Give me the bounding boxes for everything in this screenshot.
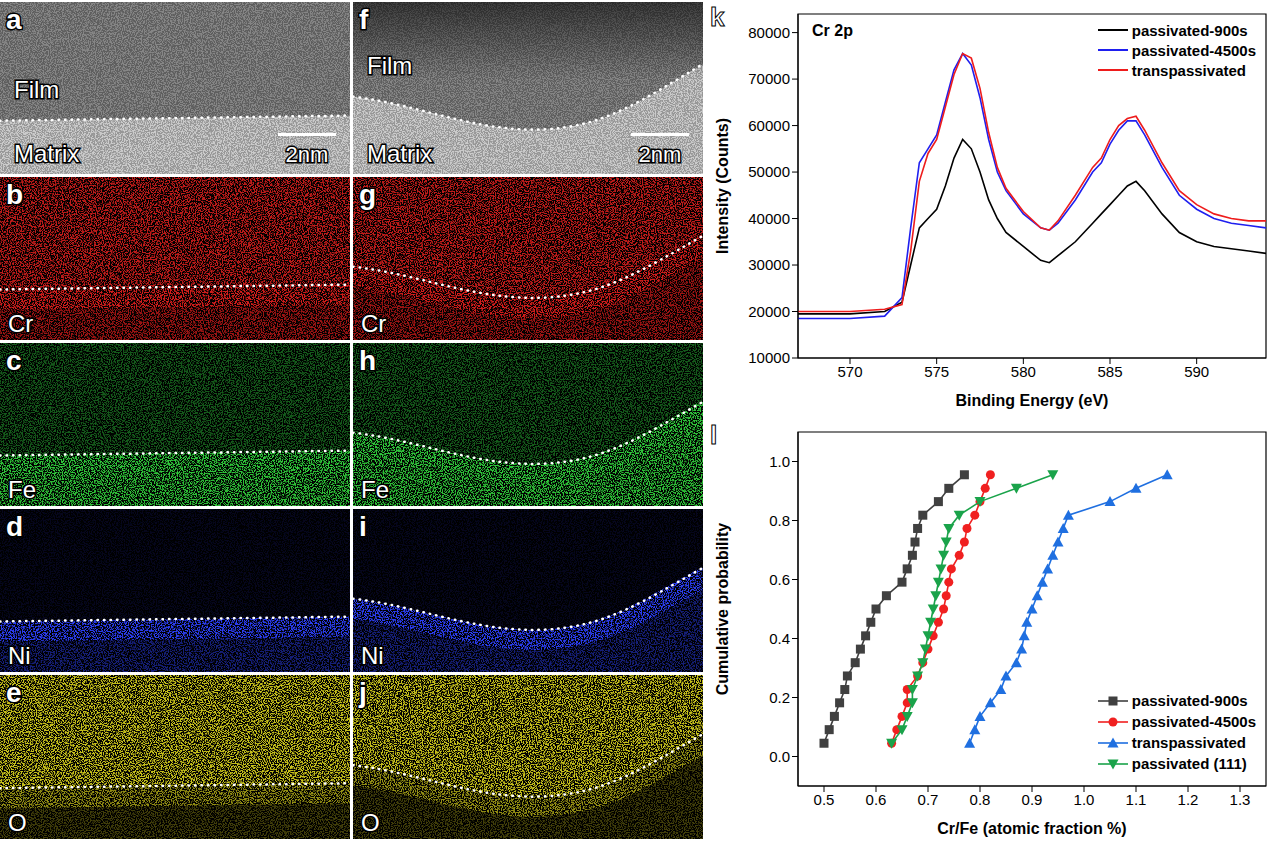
svg-text:Ni: Ni [8, 642, 31, 669]
html-text:passivated (111): passivated (111) [1131, 755, 1247, 772]
svg-text:2nm: 2nm [286, 142, 329, 167]
svg-text:0.4: 0.4 [769, 630, 790, 647]
svg-text:j: j [358, 677, 367, 708]
svg-text:Film: Film [367, 52, 412, 79]
svg-text:2nm: 2nm [639, 142, 682, 167]
html-text:transpassivated: transpassivated [1131, 61, 1246, 79]
svg-text:40000: 40000 [748, 210, 790, 227]
svg-text:0.9: 0.9 [1022, 791, 1043, 808]
html-text:Cr 2p: Cr 2p [812, 22, 853, 39]
svg-text:1.0: 1.0 [1074, 791, 1095, 808]
svg-text:Fe: Fe [361, 476, 389, 503]
svg-text:Matrix: Matrix [14, 140, 79, 167]
svg-text:Binding Energy (eV): Binding Energy (eV) [956, 392, 1109, 409]
svg-text:c: c [6, 345, 22, 376]
html-text:k: k [710, 2, 725, 32]
svg-text:Cr: Cr [8, 310, 33, 337]
svg-text:575: 575 [924, 363, 949, 380]
svg-text:1.0: 1.0 [769, 453, 790, 470]
svg-text:1.3: 1.3 [1230, 791, 1251, 808]
svg-text:O: O [8, 809, 27, 836]
svg-text:h: h [359, 345, 376, 376]
svg-text:Cr: Cr [361, 310, 386, 337]
svg-text:0.8: 0.8 [769, 512, 790, 529]
html-text:passivated-900s: passivated-900s [1131, 692, 1248, 709]
html-text:l: l [710, 420, 718, 450]
svg-text:0.6: 0.6 [866, 791, 887, 808]
svg-text:50000: 50000 [748, 163, 790, 180]
svg-text:d: d [6, 511, 23, 542]
html-text:passivated-900s: passivated-900s [1131, 21, 1248, 39]
svg-text:580: 580 [1011, 363, 1036, 380]
svg-text:Fe: Fe [8, 476, 36, 503]
svg-text:0.5: 0.5 [814, 791, 835, 808]
svg-text:f: f [359, 4, 369, 35]
svg-text:1.2: 1.2 [1178, 791, 1199, 808]
svg-text:Cr/Fe (atomic fraction %): Cr/Fe (atomic fraction %) [937, 820, 1126, 837]
svg-text:0.2: 0.2 [769, 689, 790, 706]
svg-text:10000: 10000 [748, 349, 790, 366]
svg-text:e: e [6, 677, 22, 708]
svg-text:0.6: 0.6 [769, 571, 790, 588]
svg-text:Cumulative probability: Cumulative probability [714, 523, 731, 696]
svg-text:0.8: 0.8 [970, 791, 991, 808]
svg-text:1.1: 1.1 [1126, 791, 1147, 808]
svg-text:20000: 20000 [748, 303, 790, 320]
svg-text:Film: Film [14, 76, 59, 103]
svg-text:570: 570 [837, 363, 862, 380]
svg-text:Matrix: Matrix [367, 140, 432, 167]
svg-text:a: a [6, 4, 22, 35]
svg-text:60000: 60000 [748, 117, 790, 134]
svg-text:O: O [361, 809, 380, 836]
svg-text:70000: 70000 [748, 70, 790, 87]
html-text:passivated-4500s: passivated-4500s [1131, 41, 1256, 59]
svg-text:590: 590 [1184, 363, 1209, 380]
svg-text:g: g [359, 179, 376, 210]
svg-text:80000: 80000 [748, 24, 790, 41]
html-text:transpassivated: transpassivated [1131, 734, 1246, 751]
svg-text:i: i [359, 511, 367, 542]
svg-text:585: 585 [1097, 363, 1122, 380]
html-text:passivated-4500s: passivated-4500s [1131, 713, 1256, 730]
svg-text:b: b [6, 179, 23, 210]
svg-text:Intensity (Counts): Intensity (Counts) [714, 118, 731, 254]
svg-text:0.7: 0.7 [918, 791, 939, 808]
svg-text:0.0: 0.0 [769, 748, 790, 765]
svg-text:30000: 30000 [748, 256, 790, 273]
svg-text:Ni: Ni [361, 642, 384, 669]
